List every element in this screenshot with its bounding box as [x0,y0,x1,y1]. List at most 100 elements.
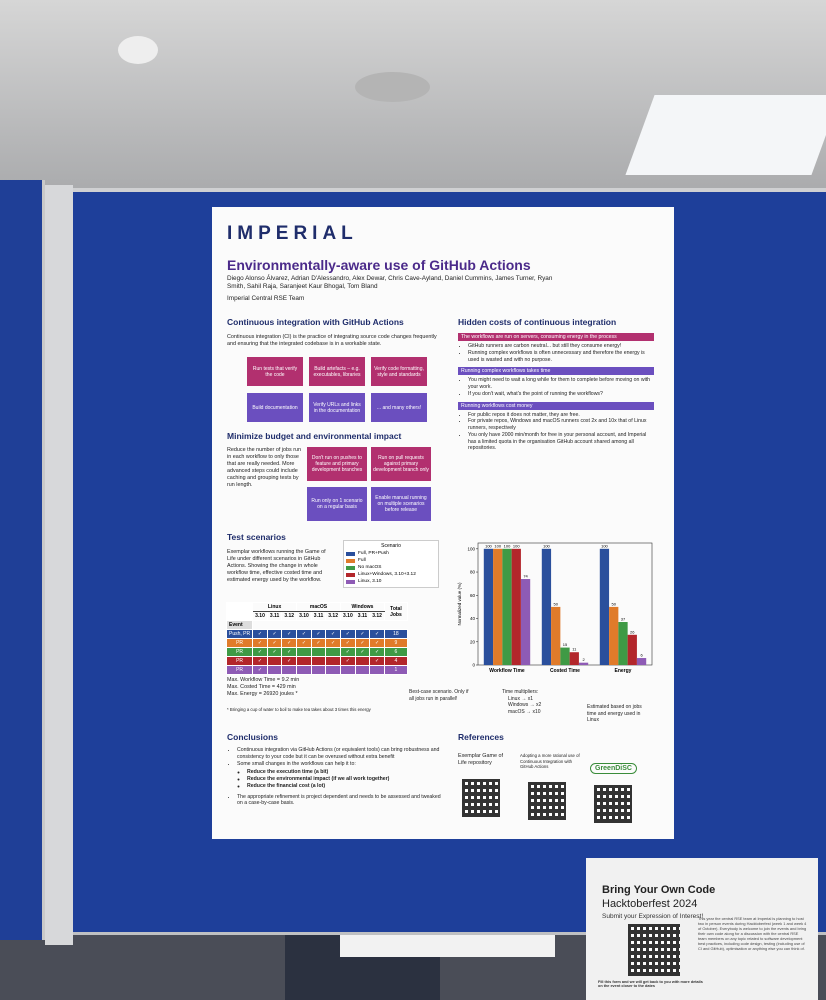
value-label: 100 [504,543,511,548]
bullet: Some small changes in the workflows can … [237,761,447,768]
qr-code [594,785,632,823]
legend-swatch [346,558,355,563]
bullet-list: Reduce the execution time (a bit)Reduce … [237,769,447,789]
table-cell [266,656,283,666]
bullet: You might need to wait a long while for … [468,377,654,391]
header-cell: 3.11 [266,611,283,621]
card-body: This year the central RSE team at Imperi… [698,916,807,952]
value-label: 11 [572,647,577,652]
authors: Diego Alonso Álvarez, Adrian D'Alessandr… [227,275,553,291]
ceiling-light [625,95,826,175]
header-cell: 3.12 [281,611,298,621]
table-cell: ✓ [266,629,283,639]
bar [627,634,637,665]
bar [569,652,579,665]
action-box: Build artefacts – e.g. executables, libr… [309,357,365,386]
value-label: 100 [513,543,520,548]
card-cta: Submit your Expression of Interest! [602,913,704,920]
table-cell: 6 [383,647,408,657]
legend-swatch [346,551,355,556]
bullet: For private repos, Windows and macOS run… [468,418,654,432]
section-heading: References [458,732,504,742]
legend-label: Full [358,558,366,563]
table-cell [296,665,312,675]
legend-swatch [346,565,355,570]
card-subtitle: Hacktoberfest 2024 [602,898,698,910]
table-cell: ✓ [325,638,341,648]
reference: Exemplar Game of Life repository [458,753,503,767]
bar [541,548,552,665]
qr-code [628,924,680,976]
table-cell: ✓ [369,638,385,648]
label-strip [340,935,555,957]
y-tick-label: 0 [472,663,475,668]
scenario-table: Linux macOS Windows Total Jobs 3.10 3.11 3.12 3… [225,602,408,675]
value-label: 100 [543,543,550,548]
header-cell: 3.10 [252,611,268,621]
frame-pole [45,185,73,945]
logo: IMPERIAL [227,223,358,244]
bar [493,548,503,665]
legend-entry: Linux+Windows, 3.10+3.12 [346,571,436,578]
table-cell: ✓ [310,638,327,648]
annotation: Time multipliers: [502,689,539,695]
bullet: Reduce the environmental impact (if we a… [247,776,447,783]
bar [560,647,570,665]
header-cell: Total Jobs [383,602,408,621]
annotation: Time multipliers: Linux → x1 Windows → x… [502,689,562,715]
legend-label: Linux+Windows, 3.10+3.12 [358,572,416,577]
table-cell: ✓ [310,629,327,639]
table-cell: ✓ [369,647,385,657]
action-box: Verify code formatting, style and standa… [371,357,427,386]
legend-entry: Full [346,557,436,564]
action-box: Don't run on pushes to feature and prima… [307,447,367,481]
table-row: PR ✓ ✓ ✓ ✓ ✓ ✓ 6 [225,647,408,657]
group-title: Running complex workflows takes time [458,367,654,376]
annotation: Linux → x1 [508,695,534,702]
table-cell: ✓ [340,647,356,657]
legend-label: Full, PR+Push [358,551,389,556]
bullet-list: GitHub runners are carbon neutral... but… [458,343,654,363]
table-cell: 1 [383,665,408,675]
table-cell: ✓ [266,638,283,648]
legend-entry: Full, PR+Push [346,550,436,557]
bullet-list: Continuous integration via GitHub Action… [227,747,447,807]
x-tick-label: Workflow Time [489,668,525,674]
y-tick-label: 20 [470,639,476,644]
table-cell: 9 [383,638,408,648]
table-cell [296,656,312,666]
table-cell: PR [225,638,254,648]
table-cell [296,647,312,657]
value-label: 6 [640,653,643,658]
header-cell: 3.12 [369,611,385,621]
header-row: 3.10 3.11 3.12 3.10 3.11 3.12 3.10 3.11 3.12 [227,611,408,621]
section-heading: Hidden costs of continuous integration [458,317,617,327]
reference: GreenDiSC [590,763,637,774]
y-tick-label: 80 [470,570,476,575]
value-label: 100 [601,543,608,548]
action-box: Enable manual running on multiple scenar… [371,487,431,521]
bar [599,548,610,665]
header-cell: macOS [296,602,341,612]
table-cell: ✓ [252,647,268,657]
bullet: You only have 2000 min/month for free in… [468,432,654,452]
table-cell: PR [225,647,254,657]
section-heading: Test scenarios [227,532,286,542]
bullet: The appropriate refinement is project de… [237,794,447,808]
table-cell: ✓ [281,647,298,657]
table-cell [325,647,341,657]
header-cell: 3.11 [354,611,371,621]
y-axis-label: Normalized value (%) [457,582,462,626]
stat: Max. Workflow Time = 9.2 min [227,677,300,683]
action-box: ... and many others! [371,393,427,422]
group-title: The workflows are run on servers, consum… [458,333,654,341]
annotation: Estimated based on jobs time and energy … [587,704,642,723]
bar [502,548,512,665]
group-title: Running workflows cost money [458,401,654,410]
qr-code [462,779,500,817]
table-cell: ✓ [340,656,356,666]
table-cell: ✓ [325,629,341,639]
card-footer: Fill this form and we will get back to y… [598,980,703,988]
action-box: Run only on 1 scenario on a regular basi… [307,487,367,521]
